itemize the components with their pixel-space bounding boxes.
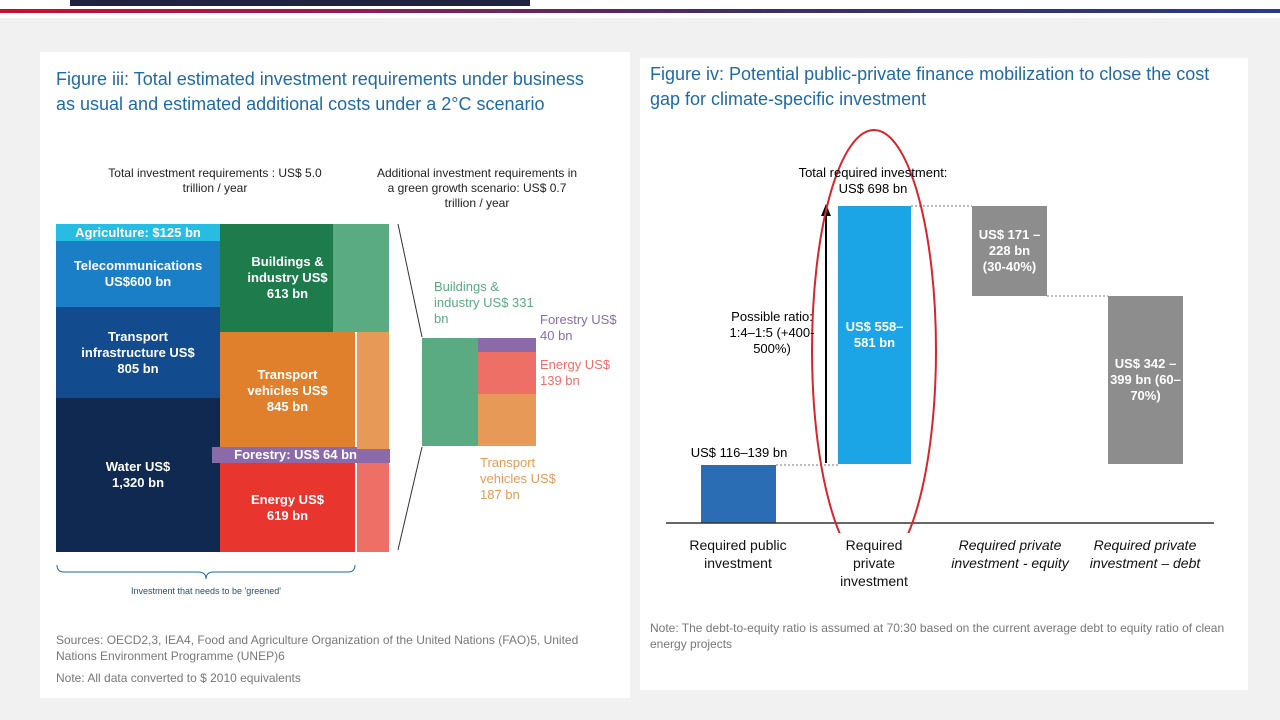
bar-private-debt: US$ 342 – 399 bn (60–70%) [1108, 296, 1183, 464]
bar-agriculture: Agriculture: $125 bn [56, 224, 220, 241]
bar-buildings-industry: Buildings & industry US$ 613 bn [220, 224, 355, 332]
label-add-forestry: Forestry US$ 40 bn [540, 312, 617, 343]
waterfall-connectors [666, 129, 1214, 533]
figure-iv-title: Figure iv: Potential public-private fina… [650, 64, 1210, 109]
bar-water: Water US$ 1,320 bn [56, 398, 220, 552]
brace-label: Investment that needs to be 'greened' [130, 586, 282, 596]
header-additional: Additional investment requirements in a … [376, 166, 578, 210]
bar-telecommunications: Telecommunications US$600 bn [56, 241, 220, 307]
figure-iii-panel: Figure iii: Total estimated investment r… [40, 52, 630, 698]
figure-iii-title: Figure iii: Total estimated investment r… [56, 69, 584, 114]
label-add-vehicles: Transport vehicles US$ 187 bn [480, 455, 556, 502]
add-col-buildings [333, 224, 389, 332]
bar-private-equity: US$ 171 – 228 bn (30-40%) [972, 206, 1047, 296]
bar-energy: Energy US$ 619 bn [220, 463, 355, 552]
add-col-energy [357, 463, 389, 552]
category-debt: Required private investment – debt [1089, 537, 1201, 571]
label-public-value: US$ 116–139 bn [690, 445, 788, 460]
connector-lines [397, 223, 423, 551]
bar-transport-vehicles: Transport vehicles US$ 845 bn [220, 332, 355, 449]
fig4-note: Note: The debt-to-equity ratio is assume… [650, 621, 1225, 651]
bar-private-investment: US$ 558–581 bn [838, 206, 911, 464]
category-private: Required private investment [840, 537, 908, 589]
add-energy-block [478, 352, 536, 394]
brace-greened [56, 564, 356, 580]
add-forestry-block [478, 338, 536, 352]
banner-title-strip [70, 0, 530, 6]
fig3-note: Note: All data converted to $ 2010 equiv… [56, 671, 301, 685]
label-add-energy: Energy US$ 139 bn [540, 357, 611, 388]
category-equity: Required private investment - equity [951, 537, 1069, 571]
add-vehicles-block [478, 394, 536, 446]
figure-iv-panel: Figure iv: Potential public-private fina… [640, 58, 1248, 690]
add-buildings-block [422, 338, 478, 446]
label-add-buildings: Buildings & industry US$ 331 bn [434, 279, 534, 326]
highlight-ellipse [811, 129, 937, 533]
label-forestry: Forestry: US$ 64 bn [212, 447, 361, 463]
fig3-sources: Sources: OECD2,3, IEA4, Food and Agricul… [56, 633, 579, 663]
banner-accent-line [0, 9, 1280, 13]
label-possible-ratio: Possible ratio: 1:4–1:5 (+400-500%) [729, 309, 815, 356]
header-total: Total investment requirements : US$ 5.0 … [108, 166, 322, 195]
add-col-vehicles [357, 332, 389, 449]
label-total-required: Total required investment: US$ 698 bn [798, 165, 948, 196]
category-public: Required public investment [689, 537, 787, 571]
bar-transport-infrastructure: Transport infrastructure US$ 805 bn [56, 307, 220, 398]
top-banner [0, 0, 1280, 18]
bar-public-investment [701, 465, 776, 523]
